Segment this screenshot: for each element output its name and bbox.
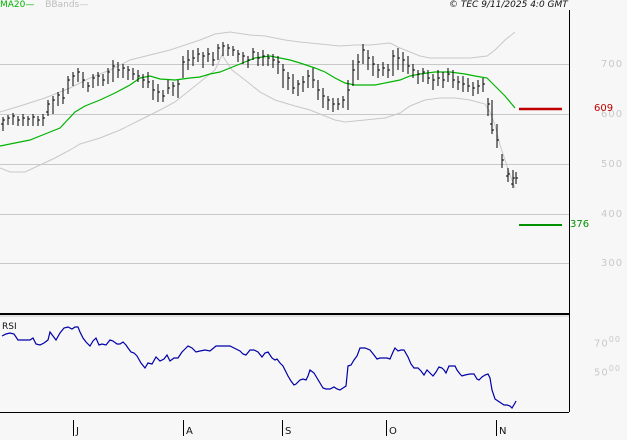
- price-tick-400: 400: [601, 209, 624, 220]
- bbands-upper-line: [0, 31, 516, 113]
- legend-bbands-label: BBands: [45, 0, 80, 10]
- price-gridlines: [0, 64, 569, 264]
- resistance-label: 609: [594, 103, 614, 114]
- rsi-tick-70: 7000: [594, 335, 621, 349]
- x-tick-aug: A: [186, 426, 193, 437]
- x-tick-nov: N: [499, 426, 507, 437]
- legend-ma20: MA20—: [0, 0, 34, 10]
- copyright-timestamp: © TEC 9/11/2025 4:0 GMT: [449, 0, 568, 10]
- legend-ma20-swatch: —: [25, 0, 35, 10]
- price-bars: [1, 42, 518, 188]
- price-tick-700: 700: [601, 59, 624, 70]
- rsi-title: RSI: [2, 322, 17, 332]
- legend-bbands: BBands—: [45, 0, 88, 10]
- price-tick-300: 300: [601, 258, 624, 269]
- x-tick-oct: O: [389, 426, 397, 437]
- bbands-lower-line: [0, 53, 516, 189]
- legend-ma20-label: MA20: [0, 0, 26, 10]
- rsi-tick-50-suffix: 00: [608, 364, 621, 373]
- x-axis-ticks: [73, 420, 497, 436]
- rsi-tick-70-value: 70: [594, 338, 609, 350]
- price-tick-500: 500: [601, 159, 624, 170]
- rsi-tick-70-suffix: 00: [608, 335, 621, 344]
- x-tick-sep: S: [285, 426, 292, 437]
- price-tick-600: 600: [601, 109, 624, 120]
- support-label: 376: [570, 219, 590, 230]
- x-tick-jul: J: [76, 426, 79, 437]
- legend-bbands-swatch: —: [79, 0, 89, 10]
- chart-legend: MA20— BBands—: [0, 0, 88, 12]
- rsi-line: [1, 326, 517, 409]
- rsi-tick-50: 5000: [594, 364, 621, 378]
- ma20-line: [0, 55, 516, 147]
- rsi-tick-50-value: 50: [594, 367, 609, 379]
